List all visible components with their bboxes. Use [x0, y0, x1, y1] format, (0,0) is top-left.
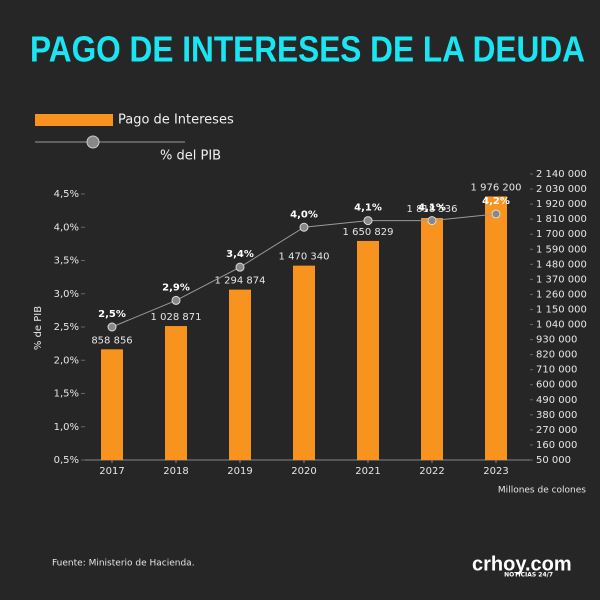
- x-tick-label: 2020: [291, 466, 316, 477]
- bar: [293, 265, 315, 460]
- bar-label: 858 856: [91, 335, 132, 346]
- y-tick-label: 3,0%: [54, 289, 79, 300]
- y-tick-label: 0,5%: [54, 455, 79, 466]
- legend-label: % del PIB: [160, 149, 221, 164]
- y2-tick-label: 160 000: [536, 440, 577, 451]
- y-tick-label: 2,0%: [54, 355, 79, 366]
- point-label: 4,1%: [354, 203, 382, 214]
- point: [235, 262, 245, 272]
- y2-tick-label: 1 150 000: [536, 304, 587, 315]
- bar-label: 1 294 874: [215, 276, 266, 287]
- y-tick-label: 4,0%: [54, 222, 79, 233]
- point: [107, 322, 117, 332]
- x-tick-label: 2023: [483, 466, 508, 477]
- bar: [101, 349, 123, 460]
- x-tick-label: 2022: [419, 466, 444, 477]
- y2-tick-label: 820 000: [536, 350, 577, 361]
- bar: [421, 217, 443, 460]
- y2-tick-label: 1 040 000: [536, 320, 587, 331]
- y2-tick-label: 1 920 000: [536, 199, 587, 210]
- bar-label: 1 650 829: [343, 227, 394, 238]
- logo-tagline: NOTICIAS 24/7: [504, 572, 553, 579]
- y2-tick-label: 1 480 000: [536, 259, 587, 270]
- y-tick-label: 4,5%: [54, 189, 79, 200]
- y2-tick-label: 270 000: [536, 425, 577, 436]
- y2-tick-label: 2 140 000: [536, 169, 587, 180]
- x-tick-label: 2019: [227, 466, 252, 477]
- bar-label: 1 976 200: [471, 182, 522, 193]
- bar-label: 1 470 340: [279, 252, 330, 263]
- chart-title: PAGO DE INTERESES DE LA DEUDA: [30, 29, 585, 70]
- y2-tick-label: 50 000: [536, 455, 571, 466]
- y-tick-label: 1,0%: [54, 422, 79, 433]
- legend-label: Pago de Intereses: [118, 113, 234, 128]
- bar-label: 1 818 536: [407, 204, 458, 215]
- y2-tick-label: 490 000: [536, 395, 577, 406]
- point: [491, 209, 501, 219]
- legend-swatch: [35, 114, 113, 126]
- point-label: 4,0%: [290, 209, 318, 220]
- x-tick-label: 2018: [163, 466, 188, 477]
- y2-tick-label: 380 000: [536, 410, 577, 421]
- y2-axis-label: Millones de colones: [498, 486, 586, 496]
- y2-tick-label: 1 260 000: [536, 289, 587, 300]
- y2-tick-label: 600 000: [536, 380, 577, 391]
- y-axis-label: % de PIB: [33, 306, 44, 350]
- bar: [485, 196, 507, 460]
- point-label: 4,2%: [482, 196, 510, 207]
- y2-tick-label: 1 810 000: [536, 214, 587, 225]
- y2-tick-label: 1 700 000: [536, 229, 587, 240]
- y2-tick-label: 2 030 000: [536, 184, 587, 195]
- y-tick-label: 3,5%: [54, 256, 79, 267]
- point-label: 3,4%: [226, 249, 254, 260]
- bar: [357, 240, 379, 460]
- bar-label: 1 028 871: [151, 312, 202, 323]
- logo: crhoy.com: [472, 553, 572, 575]
- y2-tick-label: 930 000: [536, 335, 577, 346]
- bar: [229, 289, 251, 460]
- y2-tick-label: 1 590 000: [536, 244, 587, 255]
- point: [171, 295, 181, 305]
- point-label: 2,5%: [98, 309, 126, 320]
- y-tick-label: 1,5%: [54, 389, 79, 400]
- bar: [165, 326, 187, 460]
- y2-tick-label: 1 370 000: [536, 274, 587, 285]
- point: [299, 222, 309, 232]
- point: [363, 216, 373, 226]
- x-tick-label: 2021: [355, 466, 380, 477]
- x-tick-label: 2017: [99, 466, 124, 477]
- legend-marker: [86, 135, 100, 149]
- point: [427, 216, 437, 226]
- point-label: 2,9%: [162, 282, 190, 293]
- y-tick-label: 2,5%: [54, 322, 79, 333]
- source: Fuente: Ministerio de Hacienda.: [52, 559, 195, 569]
- y2-tick-label: 710 000: [536, 365, 577, 376]
- point-label: 4,1%: [418, 203, 446, 214]
